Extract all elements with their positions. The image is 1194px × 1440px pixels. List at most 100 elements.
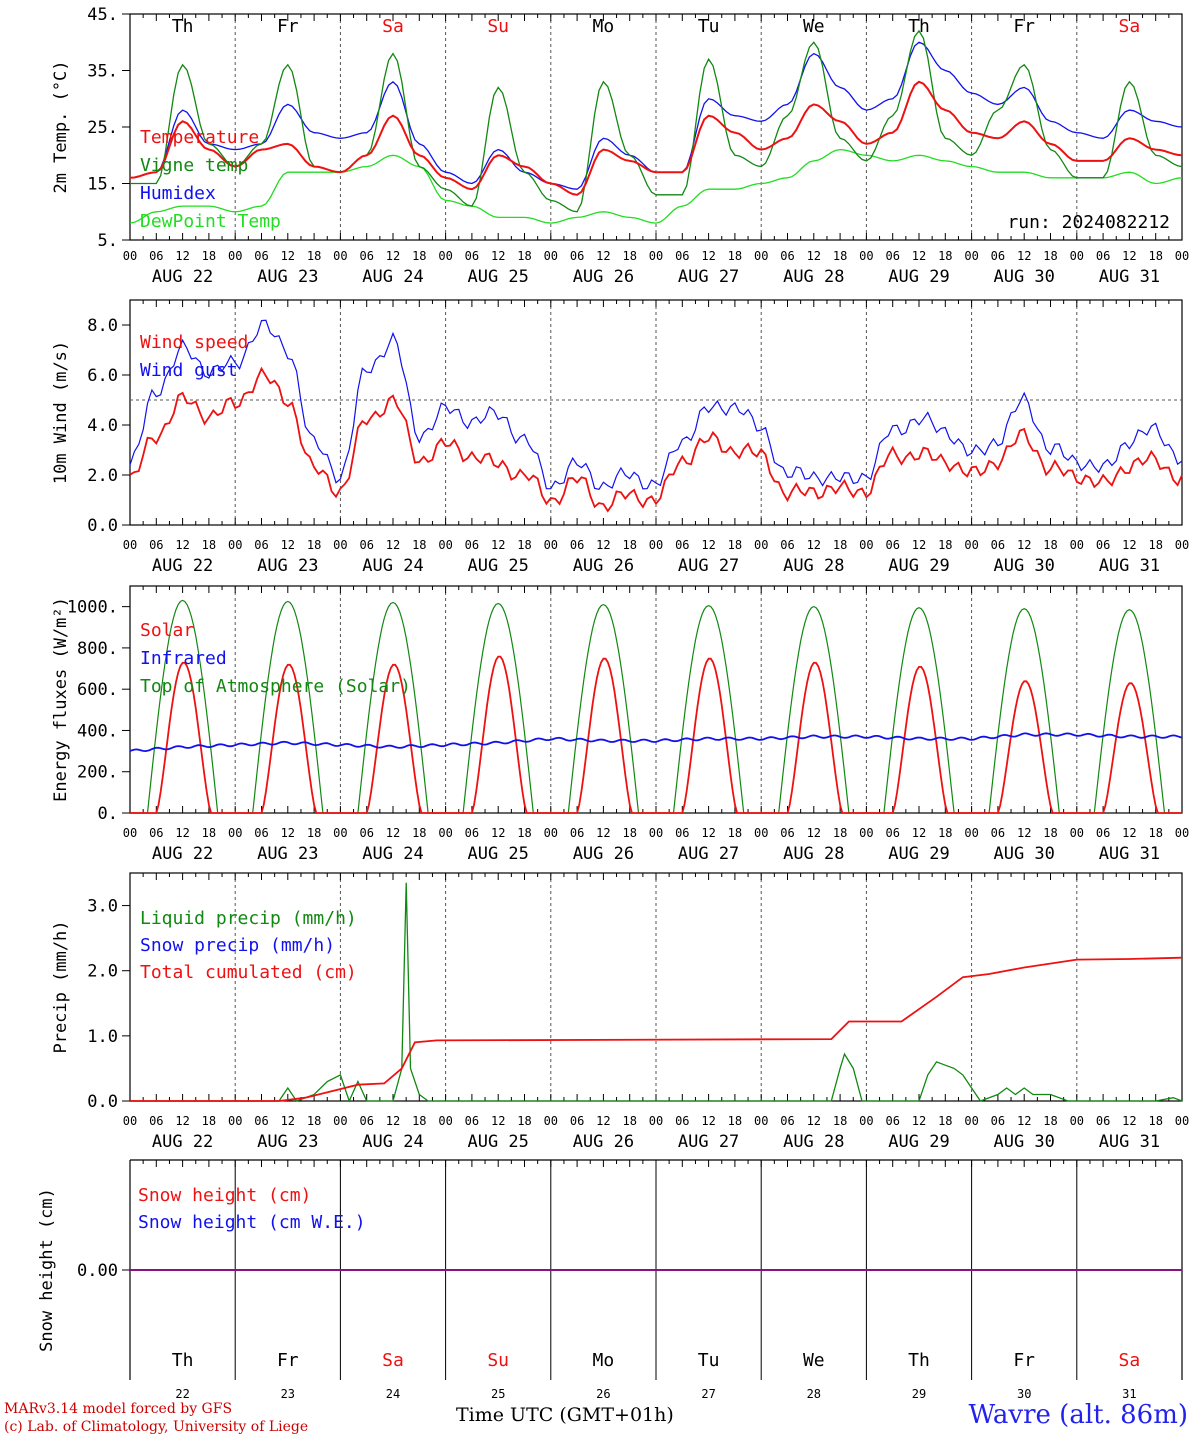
date-label: AUG 23 (257, 1132, 318, 1152)
hour-tick-label: 06 (254, 249, 268, 263)
hour-tick-label: 00 (964, 826, 978, 840)
hour-tick-label: 06 (465, 249, 479, 263)
hour-tick-label: 06 (885, 826, 899, 840)
hour-tick-label: 18 (728, 826, 742, 840)
hour-tick-label: 00 (964, 1114, 978, 1128)
date-label: AUG 26 (573, 1132, 634, 1152)
hour-tick-label: 00 (859, 538, 873, 552)
hour-tick-label: 18 (938, 1114, 952, 1128)
hour-tick-label: 18 (622, 249, 636, 263)
hour-tick-label: 18 (728, 538, 742, 552)
hour-tick-label: 12 (701, 1114, 715, 1128)
hour-tick-label: 12 (386, 249, 400, 263)
y-tick-label: 8.0 (87, 316, 118, 336)
day-number-label: 31 (1122, 1387, 1136, 1400)
weekday-label: Th (172, 1350, 194, 1371)
hour-tick-label: 12 (1122, 826, 1136, 840)
date-label: AUG 30 (993, 1132, 1054, 1152)
hour-tick-label: 00 (544, 826, 558, 840)
hour-tick-label: 12 (1017, 249, 1031, 263)
hour-tick-label: 18 (1043, 1114, 1057, 1128)
hour-tick-label: 12 (596, 1114, 610, 1128)
y-tick-label: 25. (87, 118, 118, 138)
day-number-label: 27 (701, 1387, 715, 1400)
date-label: AUG 24 (362, 556, 423, 576)
date-label: AUG 30 (993, 844, 1054, 864)
hour-tick-label: 06 (991, 1114, 1005, 1128)
date-label: AUG 30 (993, 556, 1054, 576)
hour-tick-label: 18 (517, 538, 531, 552)
hour-tick-label: 06 (675, 826, 689, 840)
hour-tick-label: 00 (438, 1114, 452, 1128)
legend-liquid-precip-mm-h: Liquid precip (mm/h) (140, 908, 357, 929)
y-tick-label: 200. (77, 763, 118, 783)
hour-tick-label: 12 (491, 249, 505, 263)
hour-tick-label: 00 (649, 826, 663, 840)
hour-tick-label: 12 (386, 826, 400, 840)
hour-tick-label: 06 (675, 1114, 689, 1128)
hour-tick-label: 18 (728, 1114, 742, 1128)
y-tick-label: 600. (77, 680, 118, 700)
hour-tick-label: 06 (885, 1114, 899, 1128)
hour-tick-label: 12 (1017, 826, 1031, 840)
hour-tick-label: 06 (780, 1114, 794, 1128)
hour-tick-label: 06 (465, 538, 479, 552)
hour-tick-label: 00 (1070, 826, 1084, 840)
date-label: AUG 27 (678, 1132, 739, 1152)
legend-humidex: Humidex (140, 183, 216, 204)
legend-total-cumulated-cm: Total cumulated (cm) (140, 962, 357, 983)
hour-tick-label: 06 (149, 826, 163, 840)
hour-tick-label: 06 (780, 826, 794, 840)
hour-tick-label: 18 (412, 826, 426, 840)
hour-tick-label: 12 (1122, 538, 1136, 552)
hour-tick-label: 00 (964, 538, 978, 552)
y-tick-label: 6.0 (87, 366, 118, 386)
hour-tick-label: 06 (359, 538, 373, 552)
hour-tick-label: 12 (1017, 538, 1031, 552)
hour-tick-label: 00 (228, 538, 242, 552)
day-number-label: 28 (807, 1387, 821, 1400)
hour-tick-label: 06 (149, 249, 163, 263)
hour-tick-label: 00 (123, 538, 137, 552)
series-dewpoint-temp (129, 148, 1183, 224)
hour-tick-label: 12 (701, 826, 715, 840)
y-tick-label: 1.0 (87, 1027, 118, 1047)
date-label: AUG 22 (152, 556, 213, 576)
hour-tick-label: 12 (491, 538, 505, 552)
y-tick-label: 3.0 (87, 897, 118, 917)
hour-tick-label: 06 (254, 826, 268, 840)
day-number-label: 23 (281, 1387, 295, 1400)
weekday-label: Sa (1119, 1350, 1141, 1371)
hour-tick-label: 12 (807, 1114, 821, 1128)
hour-tick-label: 12 (281, 826, 295, 840)
series-liquid-precip (130, 882, 1183, 1103)
hour-tick-label: 18 (622, 826, 636, 840)
hour-tick-label: 06 (570, 1114, 584, 1128)
hour-tick-label: 00 (544, 538, 558, 552)
hour-tick-label: 18 (833, 1114, 847, 1128)
date-label: AUG 25 (467, 1132, 528, 1152)
hour-tick-label: 06 (570, 538, 584, 552)
hour-tick-label: 12 (386, 1114, 400, 1128)
run-label: run: 2024082212 (1007, 212, 1170, 233)
date-label: AUG 25 (467, 267, 528, 287)
hour-tick-label: 00 (754, 1114, 768, 1128)
weekday-label: Sa (1119, 16, 1141, 37)
hour-tick-label: 18 (1148, 826, 1162, 840)
hour-tick-label: 18 (833, 826, 847, 840)
hour-tick-label: 06 (149, 538, 163, 552)
hour-tick-label: 06 (254, 538, 268, 552)
y-tick-label: 4.0 (87, 416, 118, 436)
hour-tick-label: 00 (333, 538, 347, 552)
date-label: AUG 26 (573, 556, 634, 576)
y-tick-label: 5. (98, 231, 118, 251)
hour-tick-label: 12 (491, 1114, 505, 1128)
weekday-label: Mo (593, 16, 615, 37)
hour-tick-label: 06 (1096, 826, 1110, 840)
legend-snow-height-cm-we: Snow height (cm W.E.) (138, 1212, 366, 1233)
energy-axis-label: Energy fluxes (W/m²) (51, 597, 71, 802)
date-label: AUG 27 (678, 556, 739, 576)
hour-tick-label: 00 (438, 249, 452, 263)
weekday-label: Su (487, 16, 509, 37)
hour-tick-label: 18 (517, 1114, 531, 1128)
